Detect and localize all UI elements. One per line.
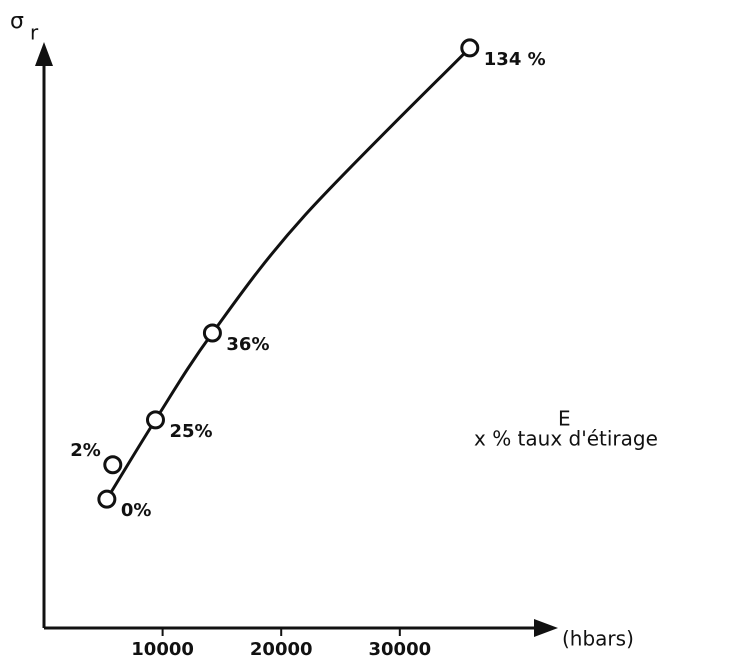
point-label: 2% <box>70 440 101 461</box>
x-axis-unit: (hbars) <box>562 627 634 651</box>
y-arrow <box>35 42 53 66</box>
x-tick-label: 10000 <box>131 639 194 660</box>
x-tick-label: 30000 <box>369 639 432 660</box>
point <box>103 455 123 475</box>
point-label: 134 % <box>484 49 546 70</box>
y-axis-label: σ <box>10 9 24 34</box>
y-axis-label-sub: r <box>30 21 39 45</box>
x-arrow <box>534 619 558 637</box>
point-label: 25% <box>169 421 212 442</box>
annotation: x % taux d'étirage <box>474 427 658 451</box>
point <box>97 489 117 509</box>
point-label: 0% <box>121 500 152 521</box>
x-axis-label: E <box>558 407 571 431</box>
curve <box>105 46 471 500</box>
point-label: 36% <box>226 334 269 355</box>
x-tick-label: 20000 <box>250 639 313 660</box>
point <box>460 38 480 58</box>
point <box>202 323 222 343</box>
point <box>145 410 165 430</box>
